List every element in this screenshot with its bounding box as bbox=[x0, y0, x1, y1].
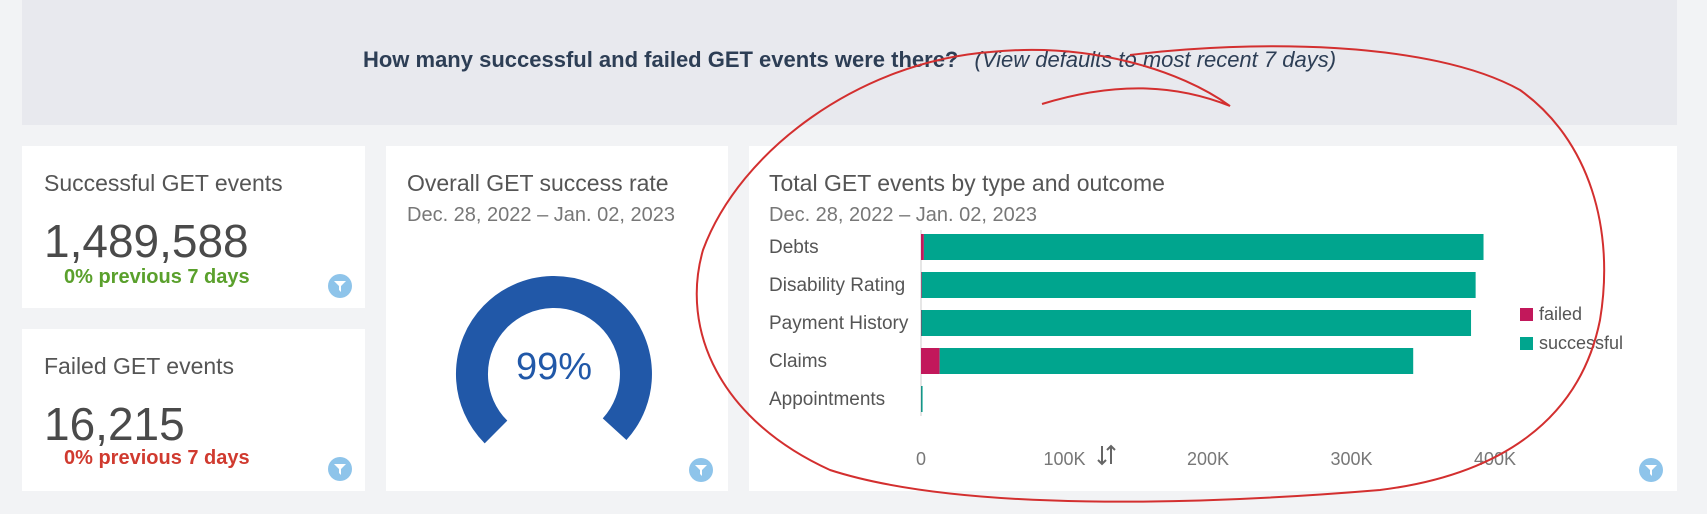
legend-label: failed bbox=[1539, 304, 1582, 324]
filter-icon[interactable] bbox=[1639, 458, 1663, 482]
bar-failed bbox=[921, 310, 922, 336]
legend-swatch bbox=[1520, 308, 1533, 321]
x-tick-label: 200K bbox=[1187, 449, 1229, 469]
bar-failed bbox=[921, 348, 940, 374]
category-label: Debts bbox=[769, 237, 819, 258]
question-banner: How many successful and failed GET event… bbox=[22, 0, 1677, 125]
banner-text: How many successful and failed GET event… bbox=[22, 47, 1677, 73]
gauge-ring bbox=[456, 276, 652, 444]
sort-arrows-icon[interactable] bbox=[1097, 444, 1116, 466]
card-title: Successful GET events bbox=[44, 170, 283, 196]
bar-successful bbox=[921, 310, 1472, 336]
bar-failed bbox=[921, 272, 922, 298]
failed-events-card: Failed GET events 16,215 0% previous 7 d… bbox=[22, 329, 365, 491]
success-rate-value: 99% bbox=[515, 346, 593, 388]
bar-successful bbox=[921, 386, 923, 412]
category-label: Claims bbox=[769, 351, 827, 372]
failed-events-delta: 0% previous 7 days bbox=[64, 447, 250, 469]
failed-events-value: 16,215 bbox=[44, 398, 185, 450]
filter-icon[interactable] bbox=[328, 274, 352, 298]
x-tick-label: 300K bbox=[1330, 449, 1372, 469]
bar-successful bbox=[939, 348, 1414, 374]
success-rate-card: Overall GET success rate Dec. 28, 2022 –… bbox=[386, 146, 728, 491]
filter-icon[interactable] bbox=[689, 458, 713, 482]
legend-label: successful bbox=[1539, 333, 1623, 353]
success-rate-gauge: 99% bbox=[454, 274, 654, 474]
events-chart-card: Total GET events by type and outcome Dec… bbox=[749, 146, 1677, 491]
successful-events-card: Successful GET events 1,489,588 0% previ… bbox=[22, 146, 365, 308]
filter-icon[interactable] bbox=[328, 457, 352, 481]
gauge-arc bbox=[456, 276, 652, 444]
successful-events-value: 1,489,588 bbox=[44, 215, 249, 267]
bar-successful bbox=[923, 234, 1484, 260]
card-title: Overall GET success rate bbox=[407, 170, 669, 196]
x-tick-label: 400K bbox=[1474, 449, 1516, 469]
x-tick-label: 100K bbox=[1043, 449, 1085, 469]
successful-events-delta: 0% previous 7 days bbox=[64, 266, 250, 288]
events-bar-chart: Debts Disability Rating Payment History Cla… bbox=[769, 230, 1623, 469]
date-range: Dec. 28, 2022 – Jan. 02, 2023 bbox=[407, 204, 675, 226]
bar-failed bbox=[921, 234, 924, 260]
x-tick-label: 0 bbox=[916, 449, 926, 469]
banner-question: How many successful and failed GET event… bbox=[362, 47, 959, 72]
category-label: Payment History bbox=[769, 313, 909, 334]
card-title: Failed GET events bbox=[44, 353, 235, 379]
bar-successful bbox=[921, 272, 1476, 298]
legend-swatch bbox=[1520, 337, 1533, 350]
category-label: Disability Rating bbox=[769, 275, 905, 296]
banner-note: (View defaults to most recent 7 days) bbox=[974, 47, 1337, 72]
category-label: Appointments bbox=[769, 389, 885, 410]
